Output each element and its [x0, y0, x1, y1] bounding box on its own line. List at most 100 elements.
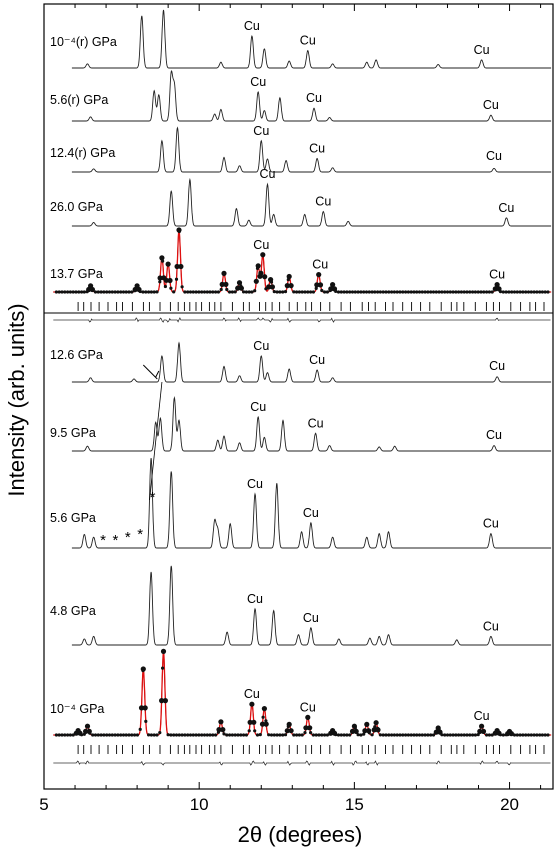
observed-point [155, 733, 159, 737]
observed-point [174, 277, 179, 281]
observed-point [194, 733, 198, 737]
cu-label: Cu [303, 506, 319, 520]
observed-point [262, 274, 268, 280]
observed-point [300, 733, 304, 737]
observed-point [526, 733, 531, 737]
observed-point [412, 290, 416, 294]
observed-point [255, 266, 260, 270]
arrow-shaft [142, 364, 158, 380]
annotations: * * * * * [44, 312, 553, 549]
observed-point [323, 290, 327, 294]
observed-point [507, 730, 511, 734]
observed-point [286, 273, 292, 280]
observed-point [303, 290, 307, 294]
observed-point [487, 290, 491, 294]
observed-point [138, 727, 142, 732]
observed-point [540, 290, 545, 294]
observed-point [415, 733, 419, 737]
observed-point [60, 290, 64, 294]
observed-point [477, 728, 483, 735]
arrow [155, 370, 160, 378]
observed-point [367, 731, 371, 735]
observed-point [306, 290, 310, 294]
observed-point [113, 290, 117, 294]
pressure-label: 12.6 GPa [50, 348, 103, 362]
observed-point [186, 290, 190, 294]
cu-label: Cu [309, 353, 325, 367]
pressure-label: 9.5 GPa [50, 426, 96, 440]
observed-point [202, 290, 207, 294]
observed-point [110, 733, 114, 737]
observed-point [253, 289, 257, 293]
observed-point [543, 290, 547, 294]
x-axis-label: 2θ (degrees) [238, 822, 363, 847]
observed-point [121, 290, 126, 294]
observed-point [451, 733, 455, 737]
observed-point [493, 288, 497, 292]
observed-point [197, 290, 201, 294]
observed-point [339, 733, 343, 737]
observed-point [434, 730, 438, 734]
cu-label: Cu [247, 477, 263, 491]
observed-point [295, 290, 299, 294]
observed-point [535, 290, 539, 294]
observed-point [387, 733, 391, 737]
observed-point [228, 290, 232, 294]
observed-point [325, 733, 329, 737]
observed-point [138, 705, 145, 711]
observed-point [214, 290, 218, 294]
observed-point [524, 290, 528, 294]
observed-point [286, 724, 290, 729]
observed-point [219, 287, 223, 292]
observed-point [314, 733, 318, 737]
observed-point [323, 733, 327, 737]
observed-point [110, 290, 114, 294]
pattern-trace [71, 341, 552, 383]
pattern-trace [71, 69, 552, 122]
observed-point [80, 733, 84, 737]
observed-point [152, 733, 156, 737]
observed-point [191, 290, 195, 294]
observed-point [471, 290, 475, 294]
observed-point [158, 731, 162, 735]
observed-point [376, 726, 380, 731]
pattern-trace [71, 396, 552, 452]
observed-point [409, 290, 413, 294]
observed-point [222, 271, 226, 275]
observed-point [93, 290, 98, 294]
observed-point [57, 290, 61, 294]
observed-point [370, 733, 374, 737]
observed-point [510, 732, 514, 736]
observed-point [60, 733, 64, 737]
cu-label: Cu [315, 195, 331, 209]
observed-point [328, 288, 332, 293]
observed-point [127, 733, 131, 737]
observed-point [149, 733, 153, 737]
observed-point [289, 284, 293, 288]
cu-label: Cu [474, 709, 490, 723]
observed-point [180, 733, 184, 737]
observed-point [107, 733, 112, 737]
observed-point [501, 290, 505, 294]
observed-point [68, 733, 72, 737]
observed-point [314, 282, 320, 288]
cu-label: Cu [247, 592, 263, 606]
observed-point [107, 290, 112, 294]
observed-point [225, 287, 229, 292]
observed-point [172, 733, 176, 737]
observed-point [359, 290, 363, 294]
observed-point [255, 733, 260, 737]
observed-point [261, 715, 265, 719]
observed-point [454, 733, 458, 737]
observed-point [342, 733, 346, 737]
observed-point [314, 286, 318, 290]
observed-point [250, 702, 254, 706]
observed-point [473, 290, 477, 294]
observed-point [202, 733, 207, 737]
pressure-label: 5.6(r) GPa [50, 93, 108, 107]
x-axis-ticks: 5 10 15 20 [39, 4, 542, 814]
observed-point [307, 725, 313, 731]
observed-point [216, 730, 220, 734]
cu-label: Cu [244, 687, 260, 701]
